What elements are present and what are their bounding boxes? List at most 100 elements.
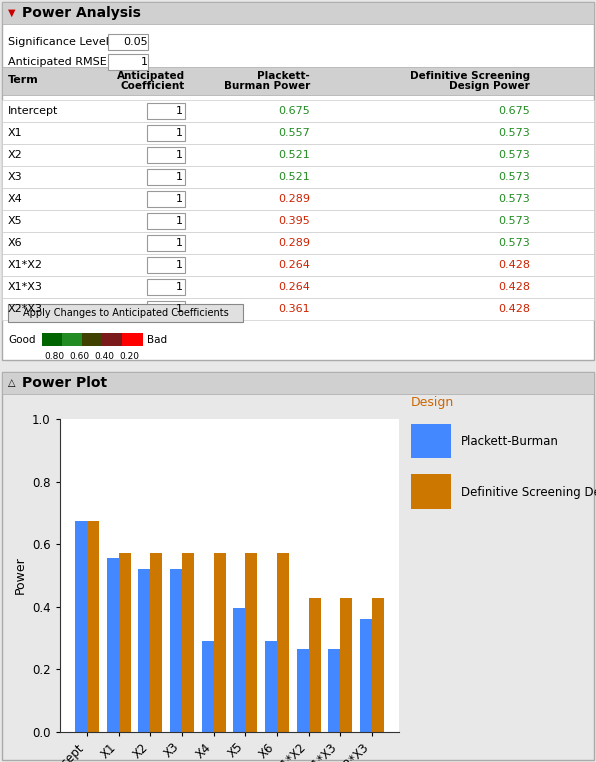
- Text: 0.264: 0.264: [278, 260, 310, 270]
- Bar: [147, 257, 185, 273]
- Text: 0.573: 0.573: [498, 128, 530, 138]
- Bar: [42, 333, 63, 346]
- Bar: [147, 191, 185, 207]
- Text: 0.80: 0.80: [45, 352, 64, 361]
- Bar: [2, 372, 594, 394]
- Bar: [108, 34, 148, 50]
- Text: X1*X2: X1*X2: [8, 260, 43, 270]
- Bar: [138, 568, 150, 732]
- Bar: [2, 298, 594, 320]
- Text: Term: Term: [8, 75, 39, 85]
- Bar: [309, 598, 321, 732]
- Bar: [122, 333, 142, 346]
- Bar: [147, 301, 185, 317]
- Text: 0.60: 0.60: [70, 352, 89, 361]
- Text: X5: X5: [8, 216, 23, 226]
- Bar: [2, 276, 594, 298]
- Bar: [182, 552, 194, 732]
- Text: △: △: [8, 378, 15, 388]
- Bar: [2, 254, 594, 276]
- Text: 0.264: 0.264: [278, 282, 310, 292]
- Text: 0.521: 0.521: [278, 150, 310, 160]
- Text: 0.573: 0.573: [498, 172, 530, 182]
- Text: Definitive Screening: Definitive Screening: [410, 71, 530, 81]
- Bar: [75, 520, 87, 732]
- Bar: [2, 188, 594, 210]
- Text: ▼: ▼: [8, 8, 15, 18]
- Text: 1: 1: [176, 106, 183, 116]
- Text: Anticipated: Anticipated: [117, 71, 185, 81]
- Text: 1: 1: [176, 304, 183, 314]
- Text: 0.428: 0.428: [498, 260, 530, 270]
- Text: Burman Power: Burman Power: [224, 81, 310, 91]
- Text: Bad: Bad: [147, 335, 167, 345]
- Text: 0.573: 0.573: [498, 238, 530, 248]
- Text: 1: 1: [176, 150, 183, 160]
- Y-axis label: Power: Power: [13, 556, 26, 594]
- Text: Definitive Screening Design: Definitive Screening Design: [461, 485, 596, 499]
- Text: Plackett-: Plackett-: [257, 71, 310, 81]
- Text: Power Analysis: Power Analysis: [22, 6, 141, 20]
- Bar: [147, 235, 185, 251]
- Bar: [102, 333, 123, 346]
- Bar: [107, 558, 119, 732]
- Bar: [147, 125, 185, 141]
- Bar: [147, 147, 185, 163]
- Text: 1: 1: [176, 128, 183, 138]
- Bar: [246, 552, 257, 732]
- Text: 0.05: 0.05: [123, 37, 148, 47]
- Bar: [2, 2, 594, 24]
- Text: Plackett-Burman: Plackett-Burman: [461, 435, 559, 448]
- Text: 0.675: 0.675: [498, 106, 530, 116]
- Text: 0.428: 0.428: [498, 304, 530, 314]
- Bar: [108, 54, 148, 70]
- Text: 0.573: 0.573: [498, 150, 530, 160]
- Text: 1: 1: [176, 260, 183, 270]
- Text: X1: X1: [8, 128, 23, 138]
- Bar: [147, 279, 185, 295]
- Bar: [147, 169, 185, 185]
- Text: X2: X2: [8, 150, 23, 160]
- Text: 1: 1: [176, 194, 183, 204]
- Bar: [277, 552, 289, 732]
- Text: X6: X6: [8, 238, 23, 248]
- Text: X2*X3: X2*X3: [8, 304, 43, 314]
- Text: 0.395: 0.395: [278, 216, 310, 226]
- Text: 0.20: 0.20: [120, 352, 139, 361]
- Bar: [2, 67, 594, 95]
- Bar: [8, 304, 243, 322]
- Text: Design Power: Design Power: [449, 81, 530, 91]
- Text: 0.573: 0.573: [498, 216, 530, 226]
- Text: Significance Level: Significance Level: [8, 37, 109, 47]
- Text: 0.573: 0.573: [498, 194, 530, 204]
- Bar: [2, 166, 594, 188]
- Bar: [2, 144, 594, 166]
- Bar: [147, 213, 185, 229]
- Text: Good: Good: [8, 335, 36, 345]
- Bar: [233, 608, 246, 732]
- Bar: [119, 552, 131, 732]
- Text: 1: 1: [176, 238, 183, 248]
- Bar: [2, 232, 594, 254]
- Bar: [2, 122, 594, 144]
- Bar: [411, 424, 451, 458]
- Text: 1: 1: [176, 172, 183, 182]
- Text: X1*X3: X1*X3: [8, 282, 43, 292]
- Bar: [150, 552, 162, 732]
- Text: Anticipated RMSE: Anticipated RMSE: [8, 57, 107, 67]
- Text: 1: 1: [176, 216, 183, 226]
- Bar: [82, 333, 103, 346]
- Bar: [2, 210, 594, 232]
- Bar: [213, 552, 226, 732]
- Bar: [340, 598, 352, 732]
- Text: X4: X4: [8, 194, 23, 204]
- Text: 1: 1: [176, 282, 183, 292]
- Text: X3: X3: [8, 172, 23, 182]
- Text: 0.521: 0.521: [278, 172, 310, 182]
- Text: 0.289: 0.289: [278, 194, 310, 204]
- Bar: [201, 642, 213, 732]
- Bar: [297, 649, 309, 732]
- Text: Apply Changes to Anticipated Coefficients: Apply Changes to Anticipated Coefficient…: [23, 308, 228, 318]
- Bar: [62, 333, 82, 346]
- Bar: [411, 475, 451, 509]
